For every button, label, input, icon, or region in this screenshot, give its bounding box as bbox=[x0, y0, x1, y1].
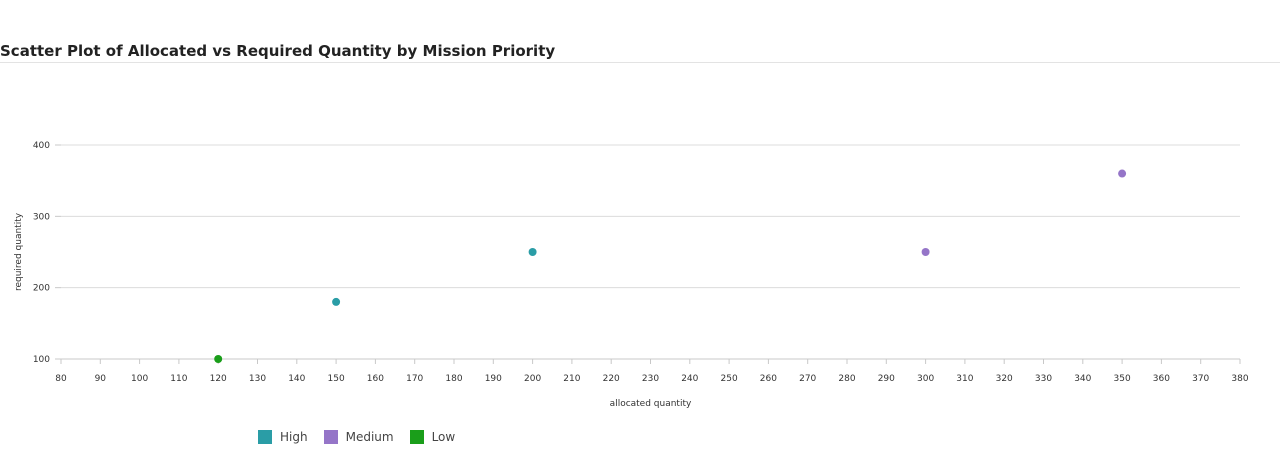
x-tick-label: 310 bbox=[956, 374, 973, 384]
x-tick-label: 80 bbox=[55, 374, 67, 384]
x-tick-label: 160 bbox=[367, 374, 384, 384]
x-tick-label: 300 bbox=[917, 374, 934, 384]
x-tick-label: 120 bbox=[210, 374, 227, 384]
y-axis: 100 200 300 400 bbox=[33, 141, 61, 365]
y-axis-label: required quantity bbox=[14, 212, 24, 291]
x-tick-label: 170 bbox=[406, 374, 423, 384]
x-tick-label: 200 bbox=[524, 374, 541, 384]
data-point-high[interactable] bbox=[529, 248, 537, 256]
data-point-medium[interactable] bbox=[922, 248, 930, 256]
x-tick-label: 140 bbox=[288, 374, 305, 384]
y-tick-label: 300 bbox=[33, 212, 50, 222]
data-point-medium[interactable] bbox=[1118, 170, 1126, 178]
x-tick-label: 280 bbox=[838, 374, 855, 384]
x-tick-label: 90 bbox=[95, 374, 107, 384]
x-tick-label: 380 bbox=[1231, 374, 1248, 384]
y-tick-label: 400 bbox=[33, 141, 50, 151]
x-tick-label: 130 bbox=[249, 374, 266, 384]
grid-lines bbox=[61, 145, 1240, 359]
y-tick-label: 200 bbox=[33, 284, 50, 294]
x-tick-label: 270 bbox=[799, 374, 816, 384]
x-tick-label: 100 bbox=[131, 374, 148, 384]
chart-legend: High Medium Low bbox=[258, 430, 471, 444]
x-tick-label: 110 bbox=[170, 374, 187, 384]
x-tick-label: 180 bbox=[445, 374, 462, 384]
legend-item-medium[interactable]: Medium bbox=[324, 430, 394, 444]
x-tick-label: 370 bbox=[1192, 374, 1209, 384]
legend-label: Low bbox=[432, 430, 456, 444]
legend-label: Medium bbox=[346, 430, 394, 444]
x-tick-label: 150 bbox=[328, 374, 345, 384]
x-tick-label: 210 bbox=[563, 374, 580, 384]
legend-label: High bbox=[280, 430, 308, 444]
legend-item-high[interactable]: High bbox=[258, 430, 308, 444]
x-tick-label: 220 bbox=[603, 374, 620, 384]
x-tick-label: 360 bbox=[1153, 374, 1170, 384]
legend-swatch bbox=[258, 430, 272, 444]
x-axis: 80 90 100 110 120 130 140 150 160 170 180 190 200 210… bbox=[55, 359, 1249, 384]
data-point-high[interactable] bbox=[332, 298, 340, 306]
legend-item-low[interactable]: Low bbox=[410, 430, 456, 444]
x-tick-label: 230 bbox=[642, 374, 659, 384]
x-tick-label: 340 bbox=[1074, 374, 1091, 384]
x-tick-label: 350 bbox=[1114, 374, 1131, 384]
legend-swatch bbox=[324, 430, 338, 444]
x-tick-label: 250 bbox=[721, 374, 738, 384]
data-point-low[interactable] bbox=[214, 355, 222, 363]
x-tick-label: 260 bbox=[760, 374, 777, 384]
legend-swatch bbox=[410, 430, 424, 444]
x-tick-label: 190 bbox=[485, 374, 502, 384]
x-tick-label: 240 bbox=[681, 374, 698, 384]
x-tick-label: 320 bbox=[996, 374, 1013, 384]
x-tick-label: 290 bbox=[878, 374, 895, 384]
x-tick-label: 330 bbox=[1035, 374, 1052, 384]
x-axis-label: allocated quantity bbox=[610, 399, 692, 409]
data-points bbox=[214, 170, 1126, 363]
y-tick-label: 100 bbox=[33, 355, 50, 365]
